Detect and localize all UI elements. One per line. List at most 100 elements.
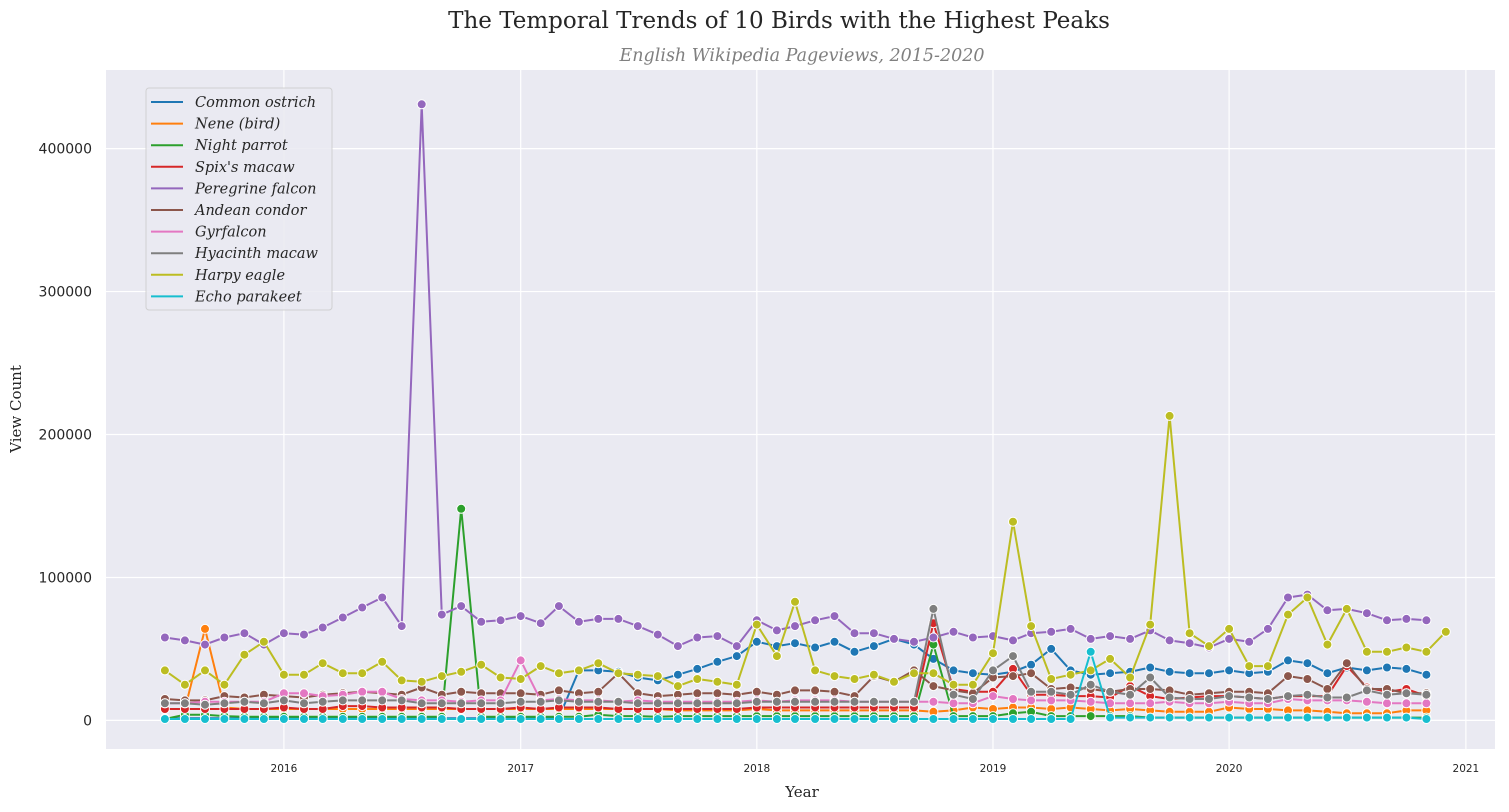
chart-subtitle: English Wikipedia Pageviews, 2015-2020 (619, 46, 985, 66)
data-point (613, 696, 624, 707)
data-point (1224, 712, 1235, 723)
data-point (1008, 516, 1018, 527)
data-point (515, 688, 526, 699)
data-point (593, 613, 604, 624)
data-point (829, 671, 840, 682)
data-point (672, 641, 683, 652)
data-point (593, 686, 604, 697)
data-point (790, 621, 800, 632)
data-point (377, 686, 388, 697)
data-point (672, 698, 683, 709)
data-point (1204, 668, 1214, 679)
data-point (1145, 712, 1156, 723)
data-point (889, 633, 899, 644)
data-point (751, 636, 762, 647)
data-point (495, 672, 506, 683)
legend-box (145, 87, 333, 311)
data-point (868, 641, 879, 652)
data-point (179, 635, 190, 646)
data-point (868, 696, 879, 707)
data-point (928, 714, 939, 724)
data-point (278, 628, 289, 639)
data-point (672, 669, 683, 680)
data-point (1008, 635, 1018, 646)
data-point (1262, 661, 1273, 672)
data-point (1008, 671, 1018, 682)
data-point (1244, 692, 1255, 703)
data-point (1164, 635, 1175, 646)
legend-label: Hyacinth macaw (194, 246, 319, 262)
data-point (731, 651, 742, 662)
data-point (771, 625, 782, 636)
data-point (1421, 698, 1432, 709)
data-point (1322, 605, 1333, 616)
data-point (299, 714, 309, 724)
data-point (1302, 592, 1313, 603)
data-point (1361, 646, 1372, 657)
data-point (1361, 685, 1372, 696)
data-point (495, 615, 506, 626)
data-point (967, 668, 978, 679)
data-point (200, 714, 210, 724)
data-point (948, 626, 959, 637)
y-tick-label: 300000 (39, 285, 92, 301)
data-point (967, 714, 978, 724)
data-point (1322, 712, 1333, 723)
x-tick-label: 2019 (980, 763, 1007, 775)
data-point (553, 668, 564, 679)
data-point (396, 621, 407, 632)
data-point (396, 714, 407, 724)
data-point (928, 668, 939, 679)
data-point (317, 696, 328, 707)
data-point (712, 631, 723, 642)
data-point (928, 632, 939, 643)
data-point (357, 668, 368, 679)
data-point (1421, 669, 1432, 680)
data-point (948, 689, 959, 700)
data-point (337, 695, 348, 706)
data-point (436, 671, 447, 682)
data-point (790, 696, 800, 707)
y-axis-ticks: 0 100000 200000 300000 400000 (39, 142, 92, 730)
data-point (1361, 696, 1372, 707)
data-point (495, 714, 506, 724)
data-point (849, 646, 860, 657)
data-point (928, 696, 939, 707)
data-point (810, 696, 821, 707)
data-point (909, 668, 919, 679)
data-point (535, 661, 546, 672)
data-point (948, 714, 959, 724)
data-point (436, 714, 447, 724)
data-point (790, 638, 800, 649)
data-point (1361, 712, 1372, 723)
data-point (1065, 689, 1076, 700)
data-point (849, 628, 860, 639)
data-point (179, 679, 190, 690)
data-point (1382, 698, 1392, 709)
data-point (1361, 608, 1372, 619)
y-tick-label: 100000 (39, 570, 92, 586)
data-point (967, 679, 978, 690)
data-point (219, 698, 230, 709)
data-point (1421, 714, 1432, 724)
series (159, 410, 1451, 692)
data-point (278, 714, 289, 724)
data-point (1382, 646, 1392, 657)
data-point (515, 655, 526, 666)
data-point (337, 612, 348, 623)
data-point (731, 698, 742, 709)
data-point (1145, 684, 1156, 694)
x-axis-label: Year (784, 783, 819, 801)
data-point (1008, 694, 1018, 704)
chart-title: The Temporal Trends of 10 Birds with the… (448, 8, 1110, 34)
data-point (1322, 639, 1333, 650)
data-point (672, 714, 683, 724)
data-point (1302, 674, 1313, 684)
data-point (1085, 633, 1096, 644)
data-point (613, 668, 624, 679)
data-point (357, 695, 368, 706)
data-point (1262, 623, 1273, 634)
data-point (1283, 671, 1293, 682)
data-point (948, 698, 959, 709)
